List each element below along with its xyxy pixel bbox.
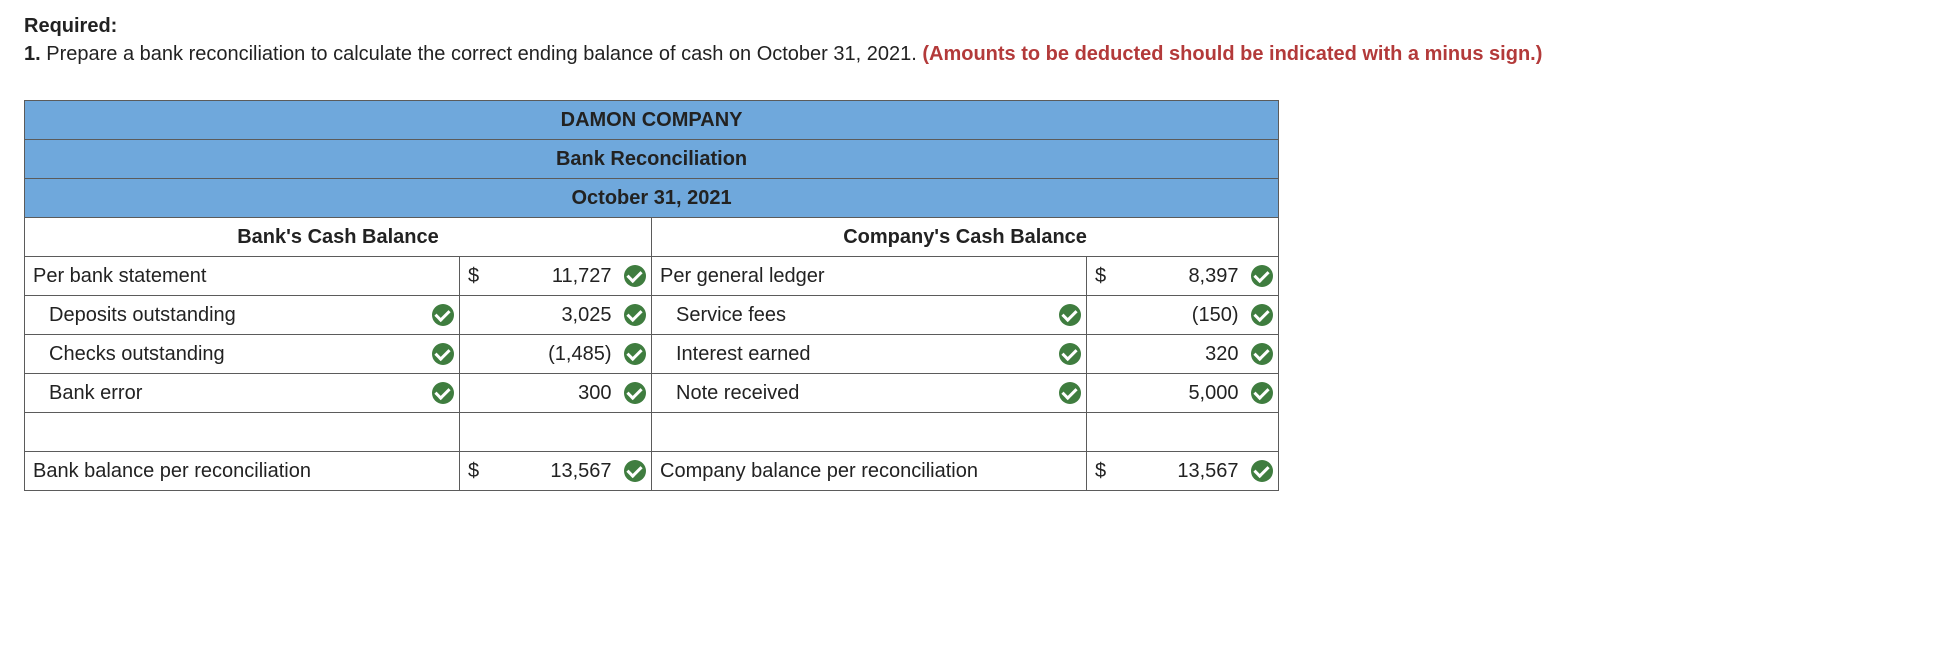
company-row-amount[interactable]: (150) — [1087, 296, 1247, 335]
company-total-label: Company balance per reconciliation — [652, 452, 1055, 491]
company-side-heading: Company's Cash Balance — [652, 218, 1279, 257]
check-icon — [432, 343, 454, 365]
instruction-warning: (Amounts to be deducted should be indica… — [922, 43, 1542, 65]
bank-row-amount[interactable]: $11,727 — [460, 257, 620, 296]
bank-row-label[interactable]: Bank error — [25, 374, 428, 413]
bank-row-label-mark — [428, 296, 460, 335]
table-header-date: October 31, 2021 — [25, 179, 1279, 218]
company-row-amount-mark — [1247, 335, 1279, 374]
table-header-company: DAMON COMPANY — [25, 101, 1279, 140]
company-row-label[interactable]: Service fees — [652, 296, 1055, 335]
bank-total-label: Bank balance per reconciliation — [25, 452, 428, 491]
check-icon — [1251, 460, 1273, 482]
company-row-amount[interactable]: 320 — [1087, 335, 1247, 374]
check-icon — [1251, 343, 1273, 365]
check-icon — [624, 343, 646, 365]
check-icon — [1251, 265, 1273, 287]
bank-side-heading: Bank's Cash Balance — [25, 218, 652, 257]
bank-row-label[interactable]: Checks outstanding — [25, 335, 428, 374]
check-icon — [1059, 343, 1081, 365]
bank-row-amount[interactable]: 3,025 — [460, 296, 620, 335]
company-row-label-mark — [1055, 257, 1087, 296]
spacer-row — [25, 413, 1279, 452]
bank-row-label-mark — [428, 374, 460, 413]
check-icon — [1059, 382, 1081, 404]
check-icon — [624, 382, 646, 404]
company-row-amount-mark — [1247, 257, 1279, 296]
check-icon — [1251, 304, 1273, 326]
company-row-amount[interactable]: $8,397 — [1087, 257, 1247, 296]
reconciliation-row: Per bank statement $11,727 Per general l… — [25, 257, 1279, 296]
table-header-title: Bank Reconciliation — [25, 140, 1279, 179]
company-row-label-mark — [1055, 335, 1087, 374]
bank-row-amount[interactable]: 300 — [460, 374, 620, 413]
check-icon — [432, 304, 454, 326]
required-label: Required: — [24, 15, 117, 37]
company-row-label[interactable]: Note received — [652, 374, 1055, 413]
bank-reconciliation-table: DAMON COMPANY Bank Reconciliation Octobe… — [24, 100, 1279, 491]
bank-row-label[interactable]: Per bank statement — [25, 257, 428, 296]
instructions-block: Required: 1. Prepare a bank reconciliati… — [24, 12, 1914, 68]
side-headings-row: Bank's Cash Balance Company's Cash Balan… — [25, 218, 1279, 257]
check-icon — [624, 265, 646, 287]
reconciliation-row: Bank error 300 Note received 5,000 — [25, 374, 1279, 413]
bank-total-amount: $13,567 — [460, 452, 620, 491]
bank-row-label[interactable]: Deposits outstanding — [25, 296, 428, 335]
table-header-date-row: October 31, 2021 — [25, 179, 1279, 218]
check-icon — [1059, 304, 1081, 326]
check-icon — [1251, 382, 1273, 404]
company-total-amount: $13,567 — [1087, 452, 1247, 491]
bank-row-label-mark — [428, 257, 460, 296]
company-row-amount[interactable]: 5,000 — [1087, 374, 1247, 413]
bank-total-mark — [620, 452, 652, 491]
bank-row-amount-mark — [620, 296, 652, 335]
company-row-amount-mark — [1247, 374, 1279, 413]
table-header-company-row: DAMON COMPANY — [25, 101, 1279, 140]
company-row-label[interactable]: Interest earned — [652, 335, 1055, 374]
check-icon — [624, 304, 646, 326]
bank-row-label-mark — [428, 335, 460, 374]
check-icon — [624, 460, 646, 482]
totals-row: Bank balance per reconciliation $13,567 … — [25, 452, 1279, 491]
table-header-title-row: Bank Reconciliation — [25, 140, 1279, 179]
check-icon — [432, 382, 454, 404]
instruction-text: Prepare a bank reconciliation to calcula… — [46, 43, 917, 65]
bank-row-amount-mark — [620, 335, 652, 374]
bank-row-amount-mark — [620, 374, 652, 413]
reconciliation-row: Checks outstanding (1,485) Interest earn… — [25, 335, 1279, 374]
bank-row-amount-mark — [620, 257, 652, 296]
company-total-mark — [1247, 452, 1279, 491]
reconciliation-row: Deposits outstanding 3,025 Service fees … — [25, 296, 1279, 335]
bank-row-amount[interactable]: (1,485) — [460, 335, 620, 374]
company-row-label[interactable]: Per general ledger — [652, 257, 1055, 296]
company-row-label-mark — [1055, 374, 1087, 413]
company-row-amount-mark — [1247, 296, 1279, 335]
company-row-label-mark — [1055, 296, 1087, 335]
item-number: 1. — [24, 43, 41, 65]
